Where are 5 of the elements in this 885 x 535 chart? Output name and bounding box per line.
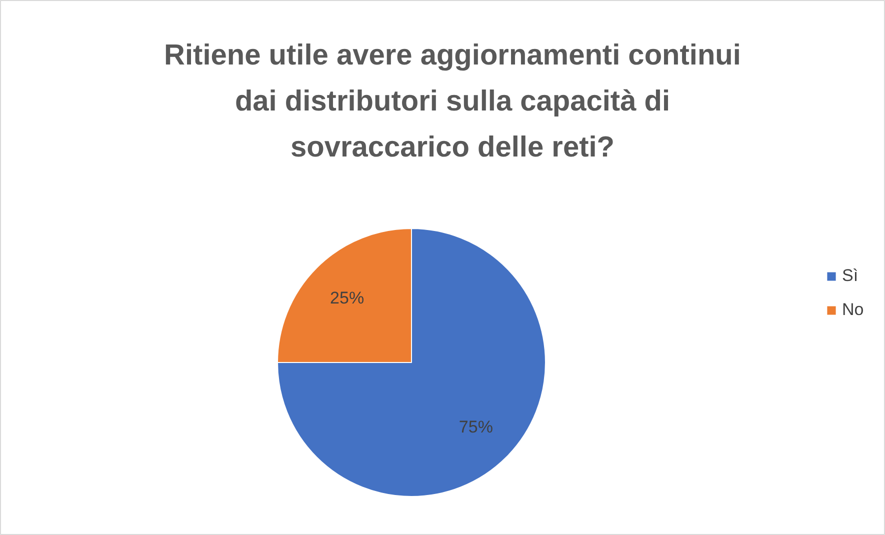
legend-label: Sì <box>842 266 860 286</box>
data-label: 25% <box>330 288 364 308</box>
legend-label: No <box>842 300 864 320</box>
data-label: 75% <box>458 417 493 436</box>
chart-title: Ritiene utile avere aggiornamenti continui dai distributori sulla capacità di sovraccarico delle reti? <box>164 40 741 164</box>
